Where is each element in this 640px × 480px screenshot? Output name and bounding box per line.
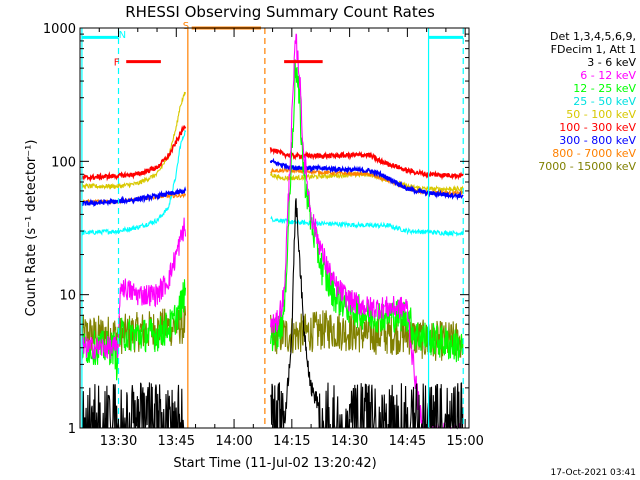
x-tick-label: 15:00 bbox=[446, 434, 483, 449]
series-line-50-100-kev-seg2 bbox=[270, 170, 464, 193]
x-tick-label: 14:15 bbox=[273, 434, 310, 449]
y-tick-label: 1 bbox=[68, 422, 76, 437]
x-tick-label: 14:45 bbox=[389, 434, 426, 449]
plot-frame bbox=[79, 27, 470, 429]
series-line-50-100-kev-seg1 bbox=[81, 91, 187, 190]
legend-entry-100-300-kev: 100 - 300 keV bbox=[559, 121, 636, 134]
axes: 1 10 100 1000 13:30 13:45 14:00 14:15 14:30 14:45… bbox=[43, 22, 484, 449]
legend-entry-12-25-kev: 12 - 25 keV bbox=[573, 82, 636, 95]
legend-entry-300-800-kev: 300 - 800 keV bbox=[559, 134, 636, 147]
x-axis-label: Start Time (11-Jul-02 13:20:42) bbox=[173, 456, 376, 471]
saa-label: S bbox=[183, 21, 189, 32]
legend-header-2: FDecim 1, Att 1 bbox=[551, 43, 636, 56]
night-label: N bbox=[119, 30, 126, 41]
legend-entry-50-100-kev: 50 - 100 keV bbox=[566, 108, 636, 121]
series-line-12-25-kev-seg2 bbox=[270, 59, 464, 363]
series-line-25-50-kev-seg2 bbox=[270, 215, 464, 237]
annotations: N F S bbox=[81, 21, 464, 428]
chart-title: RHESSI Observing Summary Count Rates bbox=[125, 3, 435, 21]
y-tick-label: 1000 bbox=[43, 22, 76, 37]
x-tick-label: 14:30 bbox=[331, 434, 368, 449]
flare-label: F bbox=[114, 58, 120, 69]
x-tick-label: 14:00 bbox=[215, 434, 252, 449]
legend: Det 1,3,4,5,6,9, FDecim 1, Att 1 3 - 6 k… bbox=[538, 30, 636, 173]
y-tick-label: 10 bbox=[59, 289, 76, 304]
series-line-25-50-kev-seg1 bbox=[81, 130, 187, 236]
legend-entry-6-12-kev: 6 - 12 keV bbox=[580, 69, 636, 82]
series-line-100-300-kev-seg1 bbox=[81, 125, 187, 183]
series-line-6-12-kev-seg1 bbox=[81, 217, 187, 360]
legend-entry-3-6-kev: 3 - 6 keV bbox=[587, 56, 636, 69]
y-tick-label: 100 bbox=[51, 155, 76, 170]
legend-entry-25-50-kev: 25 - 50 keV bbox=[573, 95, 636, 108]
legend-entry-7000-15000-kev: 7000 - 15000 keV bbox=[538, 160, 636, 173]
y-axis-label: Count Rate (s⁻¹ detector⁻¹) bbox=[24, 140, 39, 317]
x-tick-label: 13:30 bbox=[100, 434, 137, 449]
legend-entry-800-7000-kev: 800 - 7000 keV bbox=[552, 147, 636, 160]
x-tick-label: 13:45 bbox=[158, 434, 195, 449]
series-lines bbox=[81, 33, 464, 430]
legend-header-1: Det 1,3,4,5,6,9, bbox=[550, 30, 636, 43]
series-line-300-800-kev-seg1 bbox=[81, 186, 187, 208]
series-line-3-6-kev-seg1 bbox=[81, 382, 186, 429]
timestamp: 17-Oct-2021 03:41 bbox=[551, 468, 636, 478]
